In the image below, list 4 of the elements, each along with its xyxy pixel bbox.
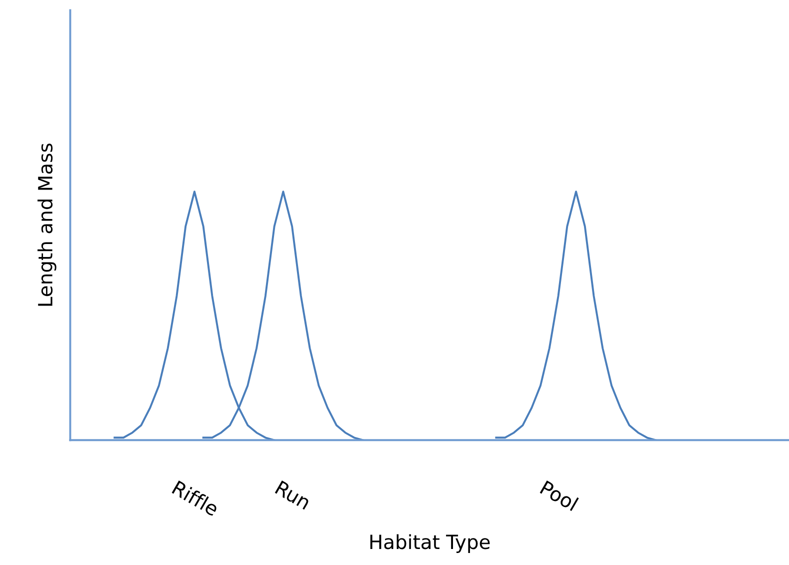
- x-tick-label: Pool: [540, 480, 579, 512]
- x-tick-label: Run: [274, 480, 312, 510]
- y-axis-title: Length and Mass: [38, 144, 56, 306]
- x-axis-title: Habitat Type: [370, 534, 490, 554]
